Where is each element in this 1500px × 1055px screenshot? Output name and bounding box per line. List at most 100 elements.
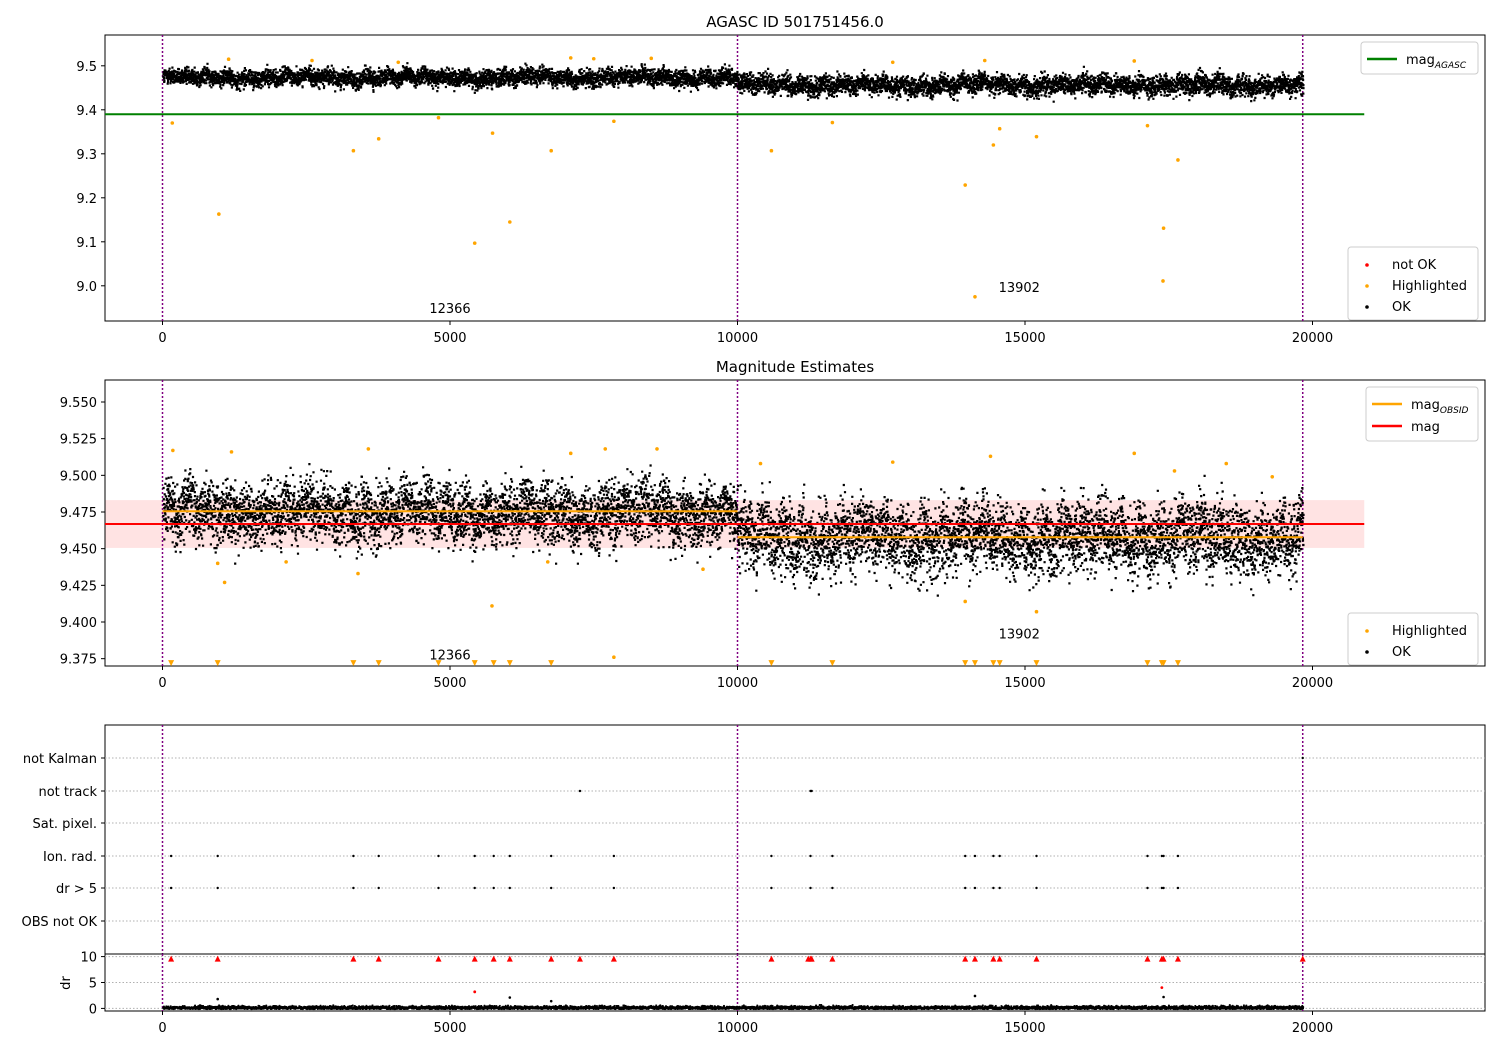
highlighted-point: [973, 295, 977, 299]
ok-points-cloud: [162, 463, 740, 565]
dr-clipped-marker: [350, 955, 357, 962]
flag-point: [831, 854, 834, 858]
dr-clipped-marker: [996, 955, 1003, 962]
legend-label: Highlighted: [1392, 279, 1467, 294]
flag-point: [831, 886, 834, 890]
highlighted-point: [963, 183, 967, 187]
flag-point: [1160, 854, 1164, 858]
clipped-highlight-marker: [548, 660, 555, 667]
dr-clipped-marker: [471, 955, 478, 962]
highlighted-point: [226, 57, 231, 61]
x-tick-label: 15000: [1004, 676, 1045, 691]
highlighted-point: [655, 447, 659, 451]
legend-label: OK: [1392, 645, 1411, 660]
highlighted-point: [1132, 451, 1137, 456]
clipped-highlight-marker: [971, 660, 978, 667]
clipped-highlight-marker: [768, 660, 775, 667]
highlighted-point: [490, 131, 495, 135]
highlighted-point: [171, 448, 175, 453]
dr-clipped-marker: [829, 955, 836, 962]
panel-flags: not Kalman not track Sat. pixel. Ion. rad. d…: [22, 724, 1486, 955]
dr-clipped-marker: [808, 955, 815, 962]
legend-box: [1360, 41, 1479, 75]
highlighted-point: [603, 447, 608, 451]
flag-point: [508, 854, 511, 858]
flag-point: [1301, 756, 1304, 760]
flag-point: [550, 886, 553, 890]
x-tick-label: 10000: [717, 1021, 758, 1036]
dr-clipped-marker: [610, 955, 617, 962]
flag-point: [492, 854, 495, 858]
y-tick-label: 9.0: [76, 280, 97, 295]
legend-label: mag: [1411, 420, 1440, 435]
flag-point: [612, 854, 616, 858]
panel-magnitude-estimates: Magnitude Estimates 12366 13902 0 5000 10000…: [60, 358, 1486, 691]
highlighted-point: [1161, 226, 1166, 230]
flag-point: [809, 854, 812, 858]
plot-frame: [104, 379, 1486, 667]
clipped-highlight-marker: [435, 660, 442, 667]
plot-frame: [104, 34, 1486, 322]
legend-marker: [1365, 650, 1369, 654]
flag-row-label: not track: [38, 785, 97, 800]
obsid-label: 13902: [999, 281, 1040, 296]
highlighted-point: [890, 60, 895, 65]
highlighted-point: [1270, 475, 1275, 479]
dr-clipped-marker: [971, 955, 978, 962]
x-tick-label: 5000: [433, 1021, 466, 1036]
highlighted-point: [376, 137, 381, 141]
flag-point: [964, 854, 967, 858]
clipped-highlight-marker: [990, 660, 997, 667]
clipped-highlight-marker: [490, 660, 497, 667]
legend-marker: [1365, 305, 1369, 309]
highlighted-point: [1034, 134, 1039, 139]
legend-label: OK: [1392, 300, 1411, 315]
y-tick-label: 9.5: [76, 60, 97, 75]
flag-point: [169, 886, 173, 890]
flag-point: [1035, 854, 1038, 858]
panel-1-title: AGASC ID 501751456.0: [706, 13, 884, 31]
flag-point: [216, 854, 219, 858]
dr-red-point: [1160, 986, 1164, 990]
flag-point: [612, 886, 616, 890]
y-tick-label: 0: [89, 1002, 97, 1017]
panel-dr: dr 0 5 10 0 5000 10000 15000 20000: [59, 951, 1486, 1036]
highlighted-point: [508, 220, 512, 224]
y-tick-label: 9.2: [76, 192, 97, 207]
flag-point: [810, 789, 813, 793]
y-tick-label: 10: [80, 951, 97, 966]
flag-point: [352, 886, 355, 890]
flag-point: [473, 886, 476, 890]
x-tick-label: 15000: [1004, 331, 1045, 346]
highlighted-point: [991, 143, 996, 147]
flag-point: [1176, 854, 1180, 858]
flag-point: [216, 886, 219, 890]
highlighted-point: [356, 571, 360, 576]
flag-point: [1146, 854, 1149, 858]
flag-point: [973, 886, 977, 890]
dr-clipped-marker: [576, 955, 583, 962]
y-tick-label: 5: [89, 977, 97, 992]
highlighted-point: [769, 148, 774, 153]
flag-point: [1146, 886, 1149, 890]
highlighted-point: [472, 241, 477, 245]
legend-box: [1365, 386, 1479, 442]
highlighted-point: [988, 454, 993, 459]
x-tick-label: 20000: [1292, 1021, 1333, 1036]
flag-point: [550, 854, 553, 858]
dr-clipped-marker: [1033, 955, 1040, 962]
highlighted-point: [997, 126, 1002, 131]
highlighted-point: [229, 450, 234, 454]
dr-clipped-marker: [1144, 955, 1151, 962]
highlighted-point: [351, 148, 356, 153]
flag-point: [973, 854, 977, 858]
flag-point: [992, 854, 995, 858]
dr-clipped-marker: [506, 955, 513, 962]
clipped-highlight-marker: [214, 660, 221, 667]
y-tick-label: 9.500: [60, 469, 97, 484]
highlighted-point: [1176, 158, 1180, 162]
dr-clipped-marker: [548, 955, 555, 962]
obsid-label: 13902: [999, 628, 1040, 643]
flag-row-label: not Kalman: [23, 752, 97, 767]
highlighted-point: [830, 120, 835, 125]
